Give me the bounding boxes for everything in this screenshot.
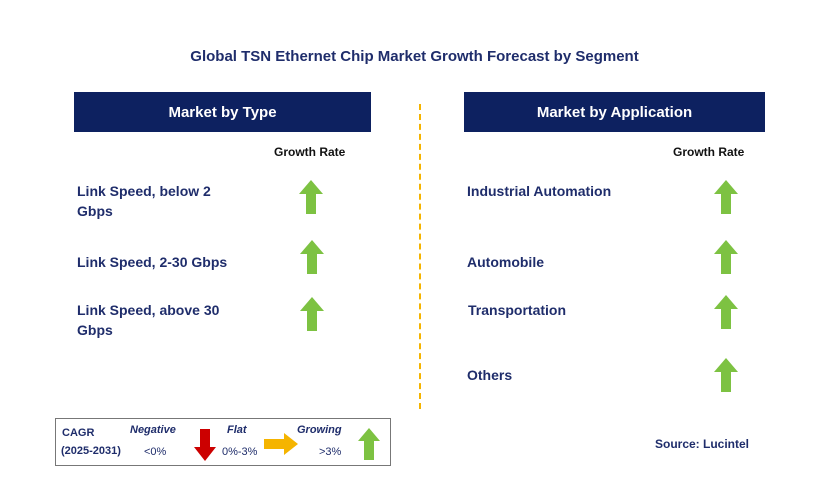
growth-rate-label-left: Growth Rate	[274, 145, 346, 159]
market-by-type-header: Market by Type	[74, 92, 371, 132]
legend-growing-label: Growing	[297, 424, 342, 436]
segment-label-app-2: Automobile	[467, 254, 544, 270]
growing-arrow-icon	[714, 358, 738, 392]
growing-arrow-icon	[358, 428, 380, 460]
legend-flat-label: Flat	[227, 424, 247, 436]
flat-arrow-icon	[264, 433, 298, 455]
growth-rate-label-right: Growth Rate	[673, 145, 745, 159]
segment-label-type-1: Link Speed, below 2 Gbps	[77, 183, 211, 219]
segment-label-app-3: Transportation	[468, 302, 567, 318]
legend-negative-range: <0%	[144, 446, 167, 458]
growing-arrow-icon	[714, 240, 738, 274]
source-label: Source: Lucintel	[655, 437, 750, 451]
growing-arrow-icon	[299, 180, 323, 214]
negative-arrow-icon	[194, 429, 216, 461]
segment-label-type-3: Link Speed, above 30 Gbps	[77, 302, 220, 338]
segment-label-app-4: Others	[467, 367, 513, 383]
growing-arrow-icon	[714, 180, 738, 214]
legend-growing-range: >3%	[319, 446, 342, 458]
segment-label-app-1: Industrial Automation	[467, 183, 612, 199]
chart-title: Global TSN Ethernet Chip Market Growth F…	[190, 48, 639, 65]
growing-arrow-icon	[300, 297, 324, 331]
legend-flat-range: 0%-3%	[222, 446, 258, 458]
legend-cagr-label: CAGR	[62, 427, 95, 439]
legend-period-label: (2025-2031)	[61, 445, 121, 457]
dashed-divider	[419, 104, 421, 409]
growing-arrow-icon	[714, 295, 738, 329]
market-by-application-header: Market by Application	[464, 92, 765, 132]
segment-label-type-2: Link Speed, 2-30 Gbps	[77, 254, 228, 270]
growing-arrow-icon	[300, 240, 324, 274]
legend-negative-label: Negative	[130, 424, 176, 436]
legend-box: CAGR (2025-2031) Negative <0% Flat 0%-3%…	[55, 418, 391, 466]
